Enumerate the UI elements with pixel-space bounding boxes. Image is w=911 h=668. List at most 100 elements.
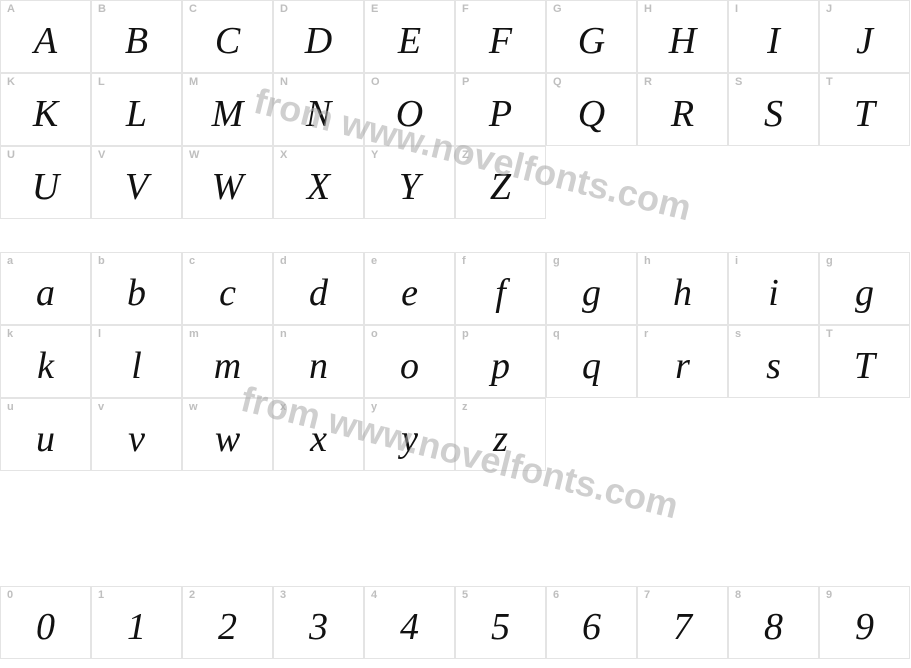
cell-label: k [7, 329, 13, 340]
cell-label: r [644, 329, 648, 340]
cell-glyph: g [582, 274, 601, 312]
cell-label: Q [553, 77, 562, 88]
glyph-cell: 44 [364, 586, 455, 659]
cell-label: T [826, 329, 833, 340]
glyph-cell: ll [91, 325, 182, 398]
cell-label: n [280, 329, 287, 340]
cell-glyph: V [125, 168, 148, 206]
cell-glyph: D [305, 22, 332, 60]
cell-glyph: J [856, 22, 873, 60]
glyph-cell: XX [273, 146, 364, 219]
cell-label: 1 [98, 590, 104, 601]
cell-glyph: C [215, 22, 240, 60]
glyph-row: kkllmmnnooppqqrrssTT [0, 325, 911, 398]
glyph-cell: ii [728, 252, 819, 325]
cell-label: F [462, 4, 469, 15]
cell-label: 4 [371, 590, 377, 601]
glyph-cell: 77 [637, 586, 728, 659]
cell-label: V [98, 150, 105, 161]
glyph-cell: pp [455, 325, 546, 398]
cell-label: C [189, 4, 197, 15]
cell-glyph: f [495, 274, 506, 312]
glyph-cell: UU [0, 146, 91, 219]
cell-glyph: Q [578, 95, 605, 133]
cell-glyph: k [37, 347, 54, 385]
glyph-cell: ff [455, 252, 546, 325]
glyph-cell: 66 [546, 586, 637, 659]
cell-label: a [7, 256, 13, 267]
cell-label: y [371, 402, 377, 413]
cell-label: M [189, 77, 198, 88]
cell-label: O [371, 77, 380, 88]
cell-label: K [7, 77, 15, 88]
glyph-cell: LL [91, 73, 182, 146]
cell-label: s [735, 329, 741, 340]
glyph-cell: 88 [728, 586, 819, 659]
cell-glyph: X [307, 168, 330, 206]
cell-glyph: p [491, 347, 510, 385]
glyph-cell: uu [0, 398, 91, 471]
glyph-cell: ss [728, 325, 819, 398]
cell-label: X [280, 150, 287, 161]
cell-label: A [7, 4, 15, 15]
cell-glyph: b [127, 274, 146, 312]
cell-glyph: T [854, 95, 875, 133]
cell-glyph: 0 [36, 608, 55, 646]
cell-label: c [189, 256, 195, 267]
cell-glyph: K [33, 95, 58, 133]
cell-label: v [98, 402, 104, 413]
cell-label: g [826, 256, 833, 267]
cell-glyph: Z [490, 168, 511, 206]
glyph-cell: ww [182, 398, 273, 471]
glyph-cell: II [728, 0, 819, 73]
cell-glyph: G [578, 22, 605, 60]
cell-glyph: 1 [127, 608, 146, 646]
cell-glyph: g [855, 274, 874, 312]
glyph-cell: zz [455, 398, 546, 471]
glyph-cell: BB [91, 0, 182, 73]
cell-glyph: A [34, 22, 57, 60]
section-lowercase: aabbccddeeffgghhiiggkkllmmnnooppqqrrssTT… [0, 252, 911, 471]
cell-glyph: O [396, 95, 423, 133]
cell-glyph: U [32, 168, 59, 206]
cell-glyph: l [131, 347, 142, 385]
cell-label: T [826, 77, 833, 88]
cell-glyph: i [768, 274, 779, 312]
cell-glyph: 6 [582, 608, 601, 646]
cell-glyph: 3 [309, 608, 328, 646]
glyph-cell: EE [364, 0, 455, 73]
glyph-cell: ZZ [455, 146, 546, 219]
cell-glyph: 2 [218, 608, 237, 646]
cell-label: h [644, 256, 651, 267]
cell-glyph: H [669, 22, 696, 60]
cell-glyph: 7 [673, 608, 692, 646]
cell-glyph: z [493, 420, 508, 458]
cell-glyph: c [219, 274, 236, 312]
cell-glyph: B [125, 22, 148, 60]
cell-label: q [553, 329, 560, 340]
glyph-row: UUVVWWXXYYZZ [0, 146, 911, 219]
font-character-map: AABBCCDDEEFFGGHHIIJJKKLLMMNNOOPPQQRRSSTT… [0, 0, 911, 668]
cell-glyph: v [128, 420, 145, 458]
cell-label: 7 [644, 590, 650, 601]
cell-glyph: s [766, 347, 781, 385]
glyph-cell: HH [637, 0, 728, 73]
cell-label: l [98, 329, 101, 340]
section-digits: 00112233445566778899 [0, 586, 911, 659]
section-uppercase: AABBCCDDEEFFGGHHIIJJKKLLMMNNOOPPQQRRSSTT… [0, 0, 911, 219]
cell-label: w [189, 402, 198, 413]
glyph-cell: JJ [819, 0, 910, 73]
glyph-cell: qq [546, 325, 637, 398]
glyph-cell: OO [364, 73, 455, 146]
cell-label: U [7, 150, 15, 161]
cell-glyph: R [671, 95, 694, 133]
glyph-cell: 00 [0, 586, 91, 659]
cell-glyph: a [36, 274, 55, 312]
cell-label: p [462, 329, 469, 340]
cell-glyph: F [489, 22, 512, 60]
cell-label: Z [462, 150, 469, 161]
cell-label: z [462, 402, 468, 413]
cell-glyph: L [126, 95, 147, 133]
cell-glyph: u [36, 420, 55, 458]
cell-glyph: e [401, 274, 418, 312]
